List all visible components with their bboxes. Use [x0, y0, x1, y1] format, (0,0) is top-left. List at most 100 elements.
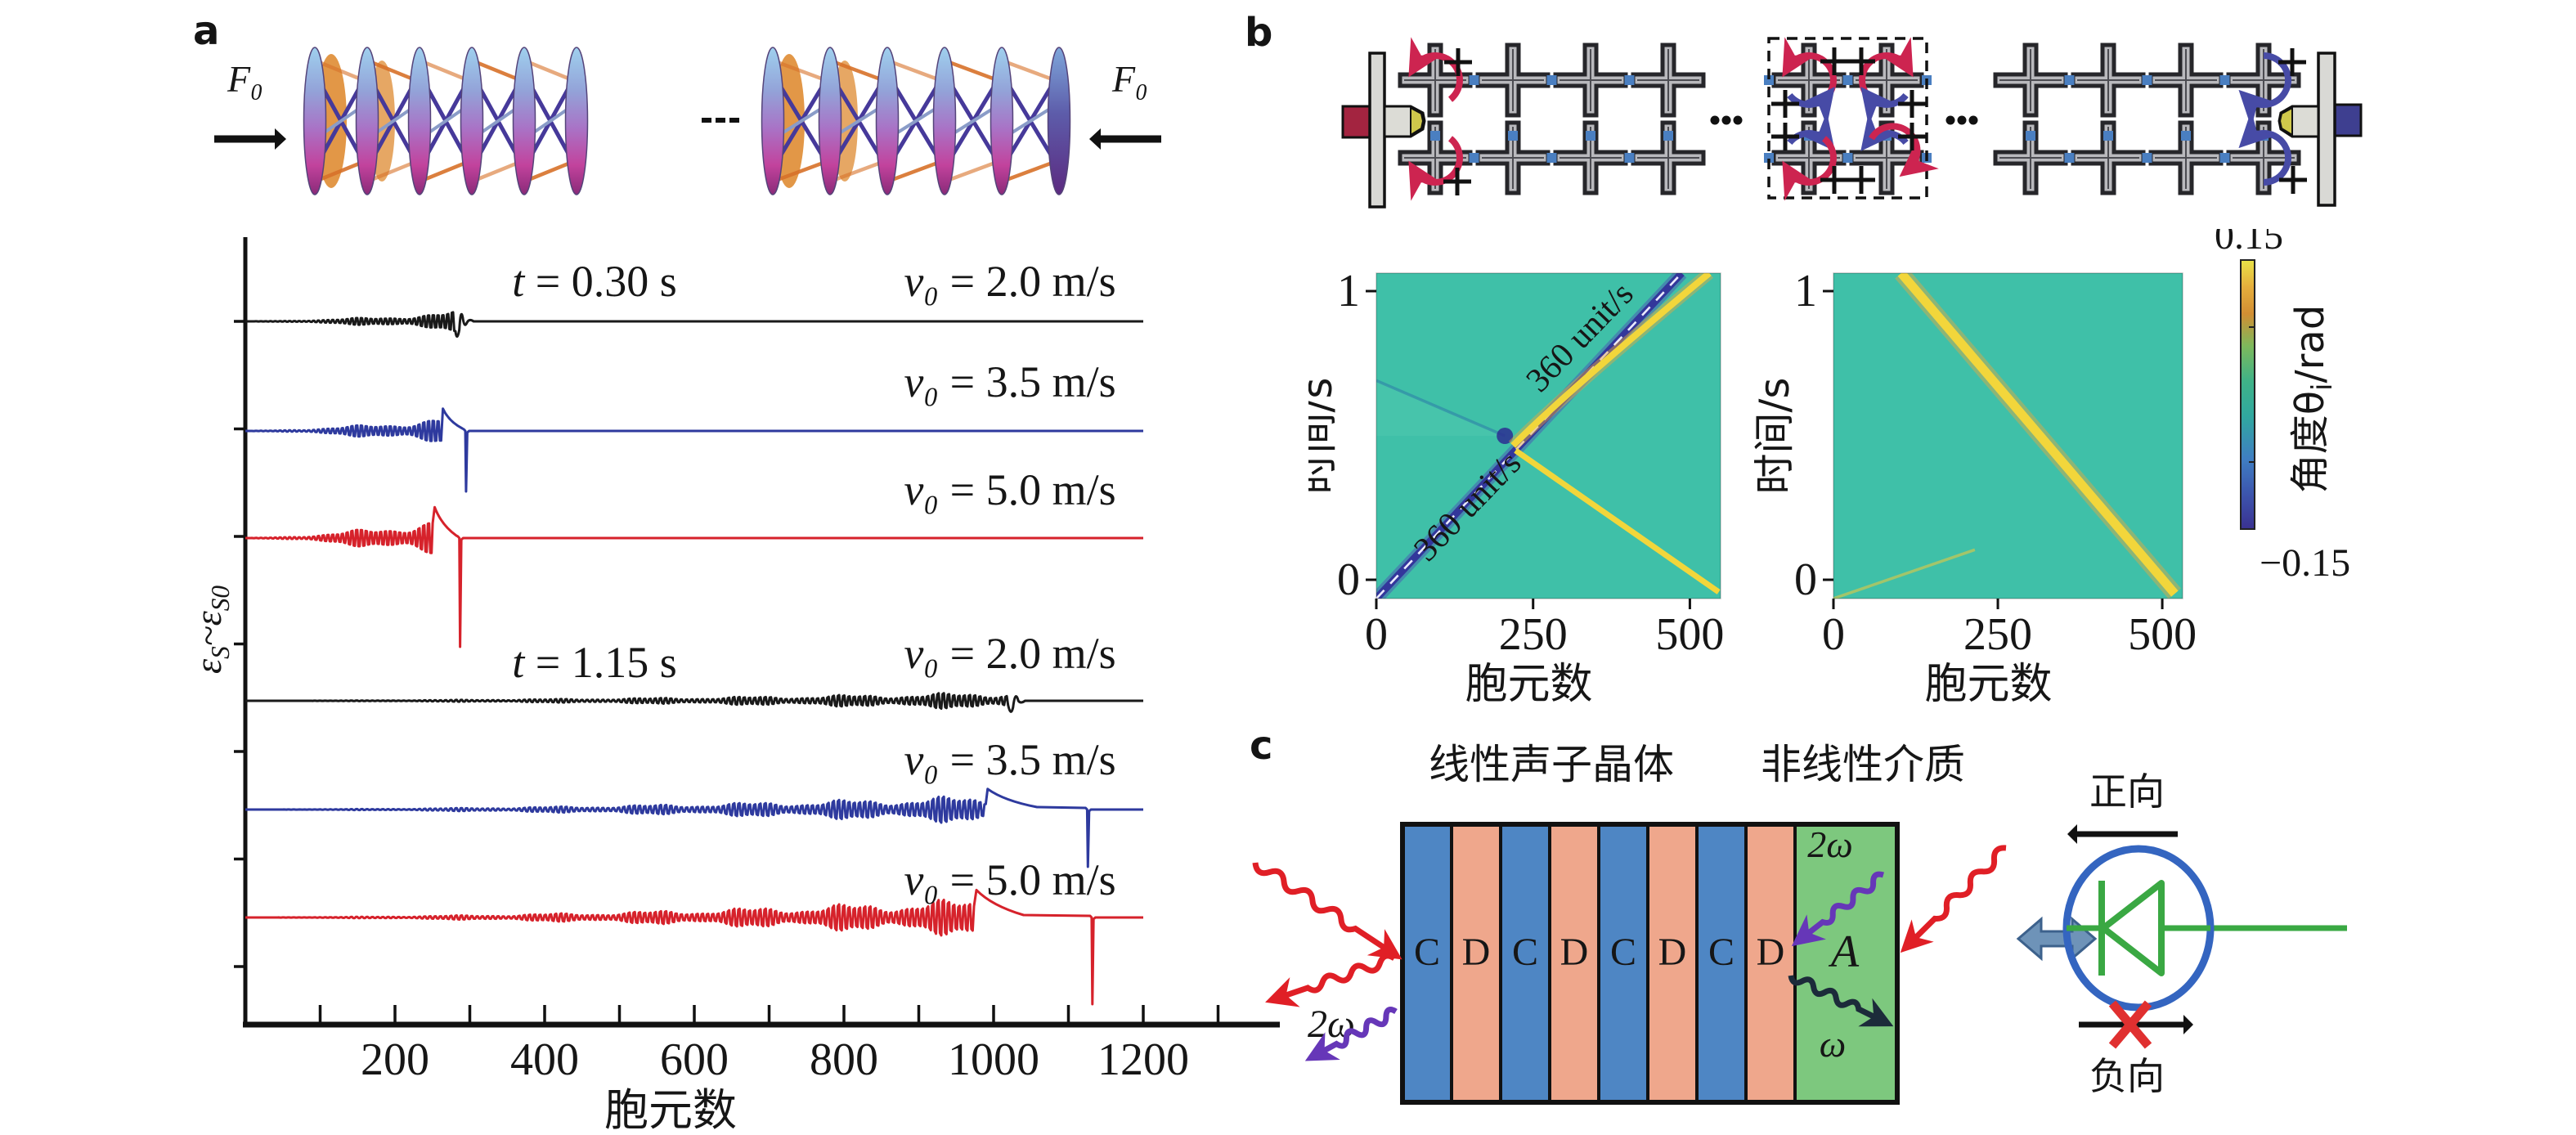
rotation-arrow — [2238, 52, 2291, 128]
reflected-wave — [1265, 953, 1396, 1007]
waveform-trace — [245, 787, 1143, 868]
disk — [407, 47, 432, 195]
disk — [1047, 47, 1071, 195]
force-label-left: F₀ — [227, 58, 263, 100]
layer-letter: C — [1610, 931, 1636, 974]
left-striker-tip — [1410, 106, 1425, 137]
panel-c-label: c — [1250, 723, 1273, 769]
hinge-connector — [1430, 131, 1440, 141]
disk-group — [303, 47, 589, 195]
cross-unit — [1475, 43, 1551, 118]
layer-letter: D — [1757, 931, 1785, 974]
ellipsis-dot — [1957, 115, 1967, 125]
heatmap-x-tick-label: 0 — [1365, 609, 1388, 660]
inner-second-harmonic-wave — [1791, 871, 1885, 947]
inner-w-label: ω — [1820, 1023, 1846, 1065]
hinge-connector — [1586, 131, 1595, 141]
rotation-arrow — [1782, 136, 1837, 201]
panel-a-lattice-illustration: F₀ F₀ — [214, 47, 1161, 195]
colorbar-min-label: −0.15 — [2260, 541, 2350, 585]
heatmap-y-axis-label: 时间/s — [1308, 378, 1341, 495]
hinge-connector — [2219, 153, 2230, 163]
velocity-label: v₀ = 2.0 m/s — [904, 257, 1115, 306]
rotation-arrow — [1860, 111, 1909, 151]
rotation-arrow — [1787, 87, 1835, 127]
colorbar — [2240, 259, 2255, 530]
ellipsis-dot — [1945, 115, 1955, 125]
disk — [355, 47, 379, 195]
colorbar-axis-label: 角度θi/rad — [2287, 305, 2339, 494]
hinge-connector — [2142, 153, 2152, 163]
disk — [512, 47, 536, 195]
ellipsis-dash — [702, 118, 711, 123]
heatmap-y-axis-label: 时间/s — [1751, 378, 1798, 495]
heatmap-background — [1833, 273, 2183, 599]
cross-unit — [2148, 43, 2224, 118]
rotation-arrow — [1408, 136, 1463, 201]
rotation-arrow — [1869, 123, 1939, 177]
heatmap-y-tick-label: 1 — [1794, 266, 1817, 316]
ylabel-epsilon-2: ε — [186, 611, 229, 626]
disk — [460, 47, 484, 195]
waveform-trace — [245, 505, 1143, 648]
hinge-connector — [1546, 75, 1557, 85]
heatmap-y-tick-label: 1 — [1337, 266, 1360, 316]
inner-2w-label: 2ω — [1807, 823, 1852, 865]
panel-a-label: a — [193, 8, 220, 54]
heatmap-x-tick-label: 250 — [1963, 609, 2032, 660]
disk — [875, 47, 900, 195]
hinge-connector — [1469, 153, 1479, 163]
disk — [761, 47, 785, 195]
right-impactor-block — [2333, 103, 2363, 137]
cross-unit — [1553, 43, 1628, 118]
hinge-connector — [1546, 153, 1557, 163]
layer-letter: D — [1560, 931, 1589, 974]
panel-b-chain-illustration — [1341, 37, 2363, 209]
right-striker-tip — [2278, 106, 2293, 137]
disk — [818, 47, 842, 195]
disk — [932, 47, 957, 195]
speed-guide-dashed — [1376, 273, 1683, 599]
layer-letter: D — [1462, 931, 1491, 974]
heatmap-x-tick-label: 500 — [1655, 609, 1724, 660]
hinge-connector — [1764, 153, 1774, 163]
ellipsis-dot — [1968, 115, 1978, 125]
heatmap-x-axis-label: 胞元数 — [1924, 660, 2052, 703]
x-tick-label: 1200 — [1097, 1034, 1189, 1085]
equivalence-arrow — [2016, 916, 2098, 962]
ellipsis-dot — [1721, 115, 1731, 125]
x-tick-label: 200 — [361, 1034, 429, 1085]
unit-cell-box — [1767, 37, 1928, 200]
ellipsis-dash — [716, 118, 725, 123]
cross-unit — [2071, 43, 2146, 118]
hinge-connector — [2181, 131, 2191, 141]
x-tick-label: 1000 — [948, 1034, 1039, 1085]
velocity-label: v₀ = 2.0 m/s — [904, 629, 1115, 678]
hinge-connector — [1508, 131, 1518, 141]
strain-plot-y-axis-label: εS~εS0 — [186, 585, 236, 674]
rotation-arrow — [1860, 87, 1909, 127]
hinge-connector — [1842, 75, 1853, 85]
backward-label: 负向 — [2089, 1054, 2165, 1098]
hinge-connector — [2219, 75, 2230, 85]
ylabel-sub-2: S0 — [206, 585, 236, 612]
x-tick-label: 800 — [810, 1034, 878, 1085]
disk — [303, 47, 327, 195]
ylabel-epsilon-1: ε — [186, 658, 229, 675]
right-incident-wave — [1900, 845, 2007, 953]
layer-letter: C — [1414, 931, 1440, 974]
ellipsis-dash — [729, 118, 739, 123]
right-wall — [2317, 52, 2336, 207]
diode-triangle — [2100, 880, 2165, 976]
ellipsis-dot — [1710, 115, 1720, 125]
transmitted-fundamental-wave — [1788, 975, 1894, 1027]
ylabel-sub-1: S — [206, 646, 236, 659]
nonlinear-layer-letter: A — [1828, 926, 1860, 977]
cross-unit — [1631, 43, 1706, 118]
waveform-trace — [245, 311, 1143, 338]
hinge-connector — [2064, 75, 2075, 85]
rotation-arrow — [2238, 110, 2291, 186]
heatmap-y-tick-label: 0 — [1337, 554, 1360, 605]
heatmap-x-axis-label: 胞元数 — [1465, 660, 1592, 703]
